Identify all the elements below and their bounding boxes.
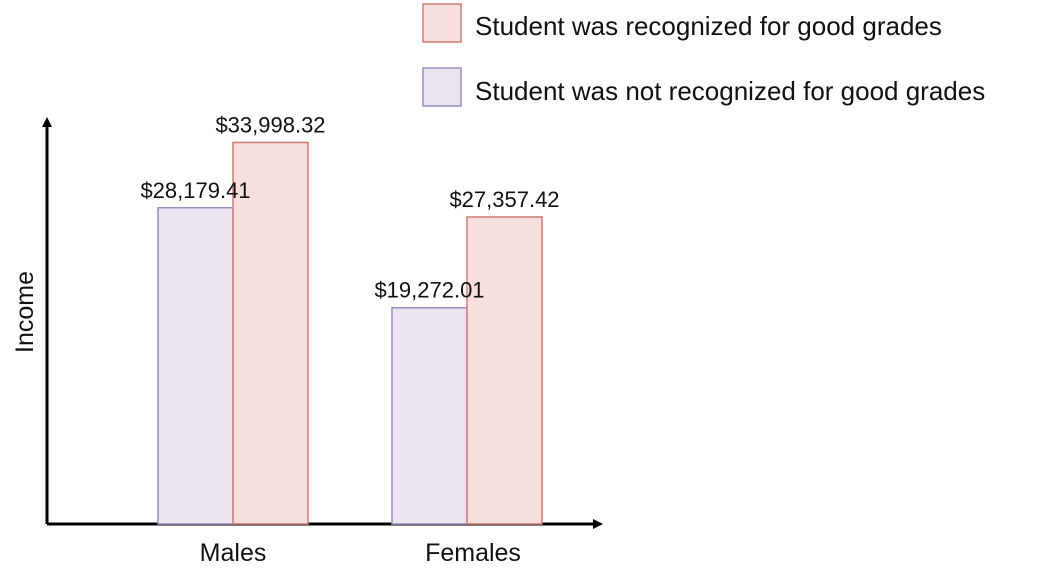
bar-males-not-recognized bbox=[157, 207, 234, 525]
bars-group bbox=[157, 141, 543, 525]
legend-label-not-recognized: Student was not recognized for good grad… bbox=[475, 76, 985, 106]
y-axis-title: Income bbox=[11, 271, 39, 353]
value-label-females-not-recognized: $19,272.01 bbox=[374, 278, 484, 303]
category-label-males: Males bbox=[200, 539, 267, 567]
bar-males-recognized bbox=[232, 141, 309, 525]
bar-females-recognized bbox=[466, 216, 543, 525]
value-labels-group: $28,179.41 $33,998.32 $19,272.01 $27,357.42 bbox=[140, 112, 559, 302]
legend-item-not-recognized: Student was not recognized for good grad… bbox=[422, 67, 985, 107]
category-labels: Males Females bbox=[200, 539, 521, 567]
legend-label-recognized: Student was recognized for good grades bbox=[475, 11, 942, 41]
value-label-females-recognized: $27,357.42 bbox=[449, 187, 559, 212]
legend-swatch-recognized bbox=[422, 3, 462, 43]
value-label-males-not-recognized: $28,179.41 bbox=[140, 178, 250, 203]
legend-swatch-not-recognized bbox=[422, 67, 462, 107]
value-label-males-recognized: $33,998.32 bbox=[215, 112, 325, 137]
bar-females-not-recognized bbox=[391, 306, 468, 525]
legend-item-recognized: Student was recognized for good grades bbox=[422, 3, 942, 43]
category-label-females: Females bbox=[425, 539, 521, 567]
legend: Student was recognized for good grades S… bbox=[422, 3, 985, 107]
